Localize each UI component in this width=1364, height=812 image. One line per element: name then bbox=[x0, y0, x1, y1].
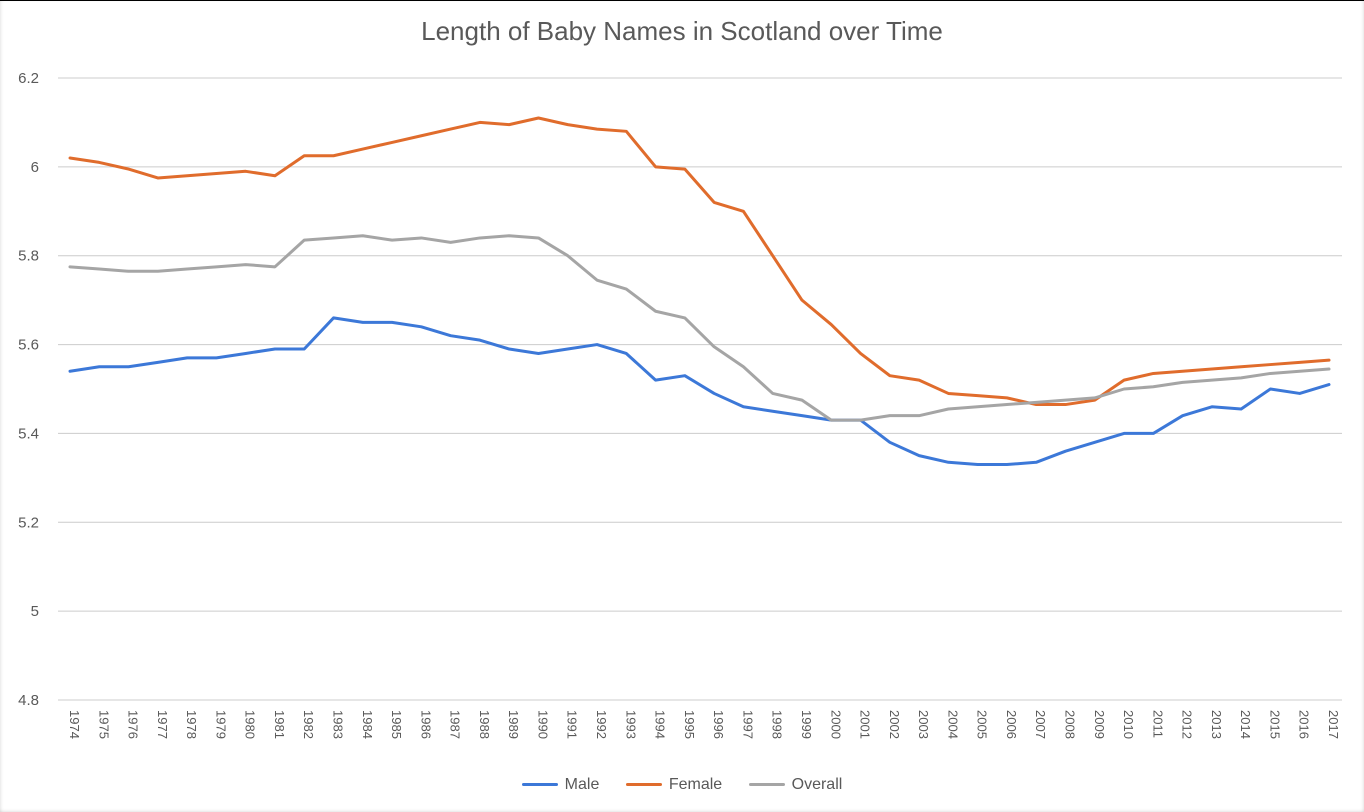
svg-text:4.8: 4.8 bbox=[18, 692, 39, 709]
svg-text:1999: 1999 bbox=[799, 710, 814, 739]
svg-text:1993: 1993 bbox=[623, 710, 638, 739]
svg-text:2013: 2013 bbox=[1209, 710, 1224, 739]
svg-text:2005: 2005 bbox=[975, 710, 990, 739]
svg-text:1976: 1976 bbox=[126, 710, 141, 739]
svg-text:1978: 1978 bbox=[184, 710, 199, 739]
svg-text:1986: 1986 bbox=[418, 710, 433, 739]
svg-text:1989: 1989 bbox=[506, 710, 521, 739]
svg-text:2014: 2014 bbox=[1238, 710, 1253, 739]
svg-text:1984: 1984 bbox=[360, 710, 375, 739]
svg-text:1992: 1992 bbox=[594, 710, 609, 739]
svg-text:1975: 1975 bbox=[96, 710, 111, 739]
svg-text:1980: 1980 bbox=[243, 710, 258, 739]
svg-text:1991: 1991 bbox=[565, 710, 580, 739]
svg-text:5.4: 5.4 bbox=[18, 425, 39, 442]
svg-text:1979: 1979 bbox=[213, 710, 228, 739]
svg-text:2003: 2003 bbox=[916, 710, 931, 739]
svg-text:1981: 1981 bbox=[272, 710, 287, 739]
svg-text:1994: 1994 bbox=[653, 710, 668, 739]
svg-text:2004: 2004 bbox=[945, 710, 960, 739]
svg-text:1974: 1974 bbox=[67, 710, 82, 739]
svg-text:6: 6 bbox=[31, 159, 39, 176]
svg-text:2008: 2008 bbox=[1062, 710, 1077, 739]
svg-text:5.6: 5.6 bbox=[18, 337, 39, 354]
svg-text:6.2: 6.2 bbox=[18, 70, 39, 87]
svg-text:1988: 1988 bbox=[477, 710, 492, 739]
svg-text:2015: 2015 bbox=[1267, 710, 1282, 739]
svg-text:2002: 2002 bbox=[887, 710, 902, 739]
svg-text:2007: 2007 bbox=[1033, 710, 1048, 739]
svg-text:2012: 2012 bbox=[1180, 710, 1195, 739]
svg-text:5: 5 bbox=[31, 603, 39, 620]
svg-text:5.2: 5.2 bbox=[18, 514, 39, 531]
svg-text:1987: 1987 bbox=[448, 710, 463, 739]
svg-text:1982: 1982 bbox=[301, 710, 316, 739]
svg-text:1995: 1995 bbox=[682, 710, 697, 739]
svg-text:1998: 1998 bbox=[770, 710, 785, 739]
svg-text:2000: 2000 bbox=[828, 710, 843, 739]
svg-text:1997: 1997 bbox=[740, 710, 755, 739]
svg-text:5.8: 5.8 bbox=[18, 248, 39, 265]
svg-text:1977: 1977 bbox=[155, 710, 170, 739]
svg-text:1983: 1983 bbox=[331, 710, 346, 739]
svg-text:1990: 1990 bbox=[535, 710, 550, 739]
svg-text:2016: 2016 bbox=[1297, 710, 1312, 739]
svg-text:1996: 1996 bbox=[711, 710, 726, 739]
svg-text:2010: 2010 bbox=[1121, 710, 1136, 739]
svg-text:2001: 2001 bbox=[858, 710, 873, 739]
svg-text:2009: 2009 bbox=[1092, 710, 1107, 739]
svg-text:2006: 2006 bbox=[1004, 710, 1019, 739]
svg-text:2011: 2011 bbox=[1150, 710, 1165, 738]
svg-text:1985: 1985 bbox=[389, 710, 404, 739]
svg-text:2017: 2017 bbox=[1326, 710, 1341, 739]
